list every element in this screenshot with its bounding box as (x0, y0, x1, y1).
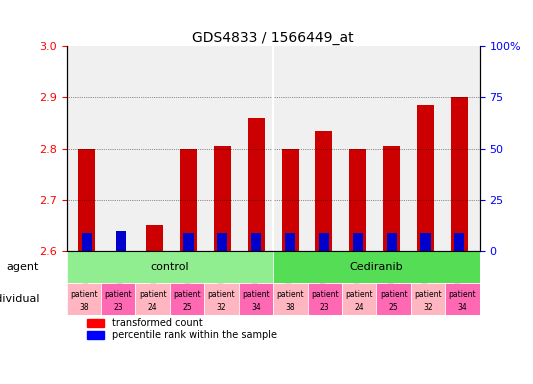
Bar (319, 233, 329, 251)
Bar (421, 233, 431, 251)
Bar (316, 131, 333, 251)
FancyBboxPatch shape (239, 283, 273, 315)
Bar (180, 149, 197, 251)
Bar (383, 146, 400, 251)
FancyBboxPatch shape (204, 283, 239, 315)
Text: 25: 25 (389, 303, 399, 312)
Bar (87, 331, 104, 339)
FancyBboxPatch shape (273, 283, 308, 315)
Text: Cediranib: Cediranib (350, 262, 403, 272)
Title: GDS4833 / 1566449_at: GDS4833 / 1566449_at (192, 31, 354, 45)
Text: 38: 38 (286, 303, 295, 312)
Text: patient: patient (208, 290, 236, 299)
Bar (451, 97, 468, 251)
Bar (349, 149, 366, 251)
Text: patient: patient (277, 290, 304, 299)
Text: patient: patient (311, 290, 338, 299)
Text: 32: 32 (423, 303, 433, 312)
Text: patient: patient (173, 290, 201, 299)
Bar (78, 149, 95, 251)
Bar (87, 319, 104, 327)
Bar (183, 233, 193, 251)
Bar (82, 233, 92, 251)
Bar (285, 233, 295, 251)
Text: 23: 23 (114, 303, 123, 312)
Bar (248, 118, 265, 251)
FancyBboxPatch shape (170, 283, 204, 315)
Text: 34: 34 (458, 303, 467, 312)
Bar (454, 233, 464, 251)
Bar (146, 225, 163, 251)
Text: patient: patient (380, 290, 407, 299)
FancyBboxPatch shape (411, 283, 445, 315)
Bar (251, 233, 261, 251)
Text: patient: patient (104, 290, 132, 299)
Text: 24: 24 (148, 303, 157, 312)
FancyBboxPatch shape (308, 283, 342, 315)
Text: control: control (151, 262, 189, 272)
Text: patient: patient (345, 290, 373, 299)
FancyBboxPatch shape (376, 283, 411, 315)
Text: patient: patient (242, 290, 270, 299)
Text: 23: 23 (320, 303, 329, 312)
Text: patient: patient (70, 290, 98, 299)
Text: percentile rank within the sample: percentile rank within the sample (112, 329, 277, 339)
FancyBboxPatch shape (101, 283, 135, 315)
Bar (217, 233, 228, 251)
FancyBboxPatch shape (273, 251, 480, 283)
Bar (386, 233, 397, 251)
Text: transformed count: transformed count (112, 318, 203, 328)
FancyBboxPatch shape (445, 283, 480, 315)
Text: agent: agent (7, 262, 39, 272)
Bar (116, 230, 126, 251)
Text: 34: 34 (251, 303, 261, 312)
Bar (281, 149, 298, 251)
FancyBboxPatch shape (67, 283, 101, 315)
Bar (214, 146, 231, 251)
FancyBboxPatch shape (67, 251, 273, 283)
FancyBboxPatch shape (135, 283, 170, 315)
Text: 25: 25 (182, 303, 192, 312)
Text: 32: 32 (217, 303, 227, 312)
Text: patient: patient (414, 290, 442, 299)
Text: patient: patient (139, 290, 166, 299)
FancyBboxPatch shape (342, 283, 376, 315)
Text: patient: patient (449, 290, 477, 299)
Text: 38: 38 (79, 303, 88, 312)
Bar (417, 105, 434, 251)
Text: 24: 24 (354, 303, 364, 312)
Text: individual: individual (0, 294, 39, 304)
Bar (353, 233, 363, 251)
